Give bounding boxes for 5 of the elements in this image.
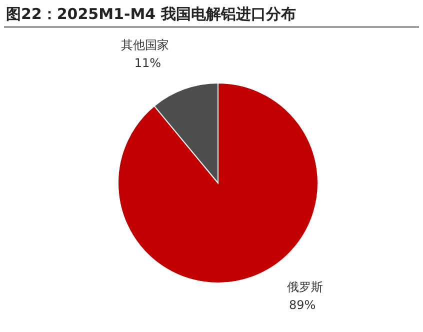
data-label: 11% [134, 56, 162, 70]
slice-label: 俄罗斯 [286, 280, 323, 294]
data-label: 89% [288, 298, 316, 312]
chart-title: 图22：2025M1-M4 我国电解铝进口分布 [6, 5, 296, 23]
slice-label: 其他国家 [121, 38, 170, 52]
